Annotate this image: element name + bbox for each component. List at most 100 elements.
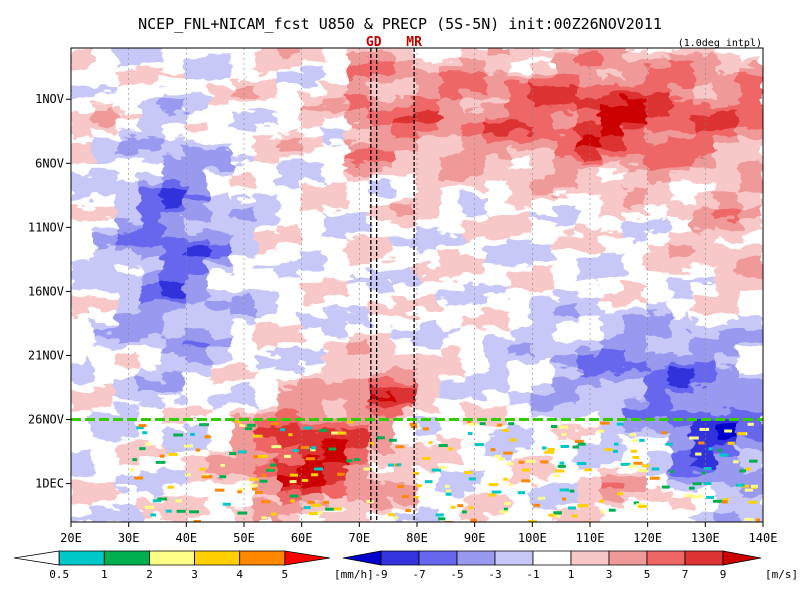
precip-cell xyxy=(401,495,409,499)
u850-cell xyxy=(162,309,188,319)
precip-cell xyxy=(633,461,643,465)
u850-cell xyxy=(300,456,326,466)
u850-cell xyxy=(300,200,326,210)
u850-swatch xyxy=(570,550,610,566)
u850-cell xyxy=(300,271,326,280)
u850-cell xyxy=(139,213,165,222)
u850-cell xyxy=(600,104,626,114)
precip-cell xyxy=(498,457,506,461)
u850-cell xyxy=(116,386,142,395)
u850-cell xyxy=(462,232,488,242)
u850-cell xyxy=(485,200,511,210)
u850-cell xyxy=(392,72,418,82)
u850-cell xyxy=(392,373,418,383)
u850-cell xyxy=(669,296,695,306)
u850-cell xyxy=(669,66,695,75)
u850-cell xyxy=(669,380,695,389)
u850-cell xyxy=(208,232,234,242)
u850-cell xyxy=(416,232,442,242)
u850-cell xyxy=(485,469,511,479)
u850-cell xyxy=(93,488,119,498)
u850-cell xyxy=(416,444,442,453)
u850-cell xyxy=(185,488,211,498)
u850-cell xyxy=(485,117,511,126)
u850-level-label: -5 xyxy=(450,568,463,581)
u850-cell xyxy=(577,431,603,440)
u850-cell xyxy=(139,251,165,261)
u850-cell xyxy=(208,476,234,485)
u850-cell xyxy=(531,117,557,126)
u850-cell xyxy=(139,117,165,126)
u850-cell xyxy=(116,111,142,120)
u850-cell xyxy=(439,59,465,69)
u850-cell xyxy=(93,437,119,447)
u850-cell xyxy=(208,290,234,299)
precip-cell xyxy=(750,484,758,488)
u850-cell xyxy=(346,322,372,331)
u850-cell xyxy=(116,168,142,178)
u850-cell xyxy=(93,251,119,261)
u850-cell xyxy=(531,290,557,299)
u850-cell xyxy=(185,91,211,101)
y-tick-label: 6NOV xyxy=(35,156,64,170)
precip-cell xyxy=(247,423,256,427)
u850-cell xyxy=(669,162,695,171)
u850-cell xyxy=(439,508,465,517)
u850-cell xyxy=(254,386,280,395)
precip-cell xyxy=(468,506,474,510)
u850-cell xyxy=(508,162,534,171)
u850-cell xyxy=(692,168,718,178)
u850-cell xyxy=(392,431,418,440)
u850-cell xyxy=(208,341,234,351)
u850-cell xyxy=(738,328,763,338)
u850-cell xyxy=(254,277,280,286)
u850-cell xyxy=(692,181,718,190)
u850-cell xyxy=(93,200,119,210)
u850-cell xyxy=(300,296,326,306)
u850-cell xyxy=(323,354,349,363)
u850-cell xyxy=(416,162,442,171)
u850-cell xyxy=(531,53,557,62)
u850-cell xyxy=(554,405,580,415)
u850-cell xyxy=(254,309,280,319)
u850-cell xyxy=(439,437,465,447)
u850-cell xyxy=(392,284,418,293)
u850-cell xyxy=(646,72,672,82)
u850-cell xyxy=(623,399,649,408)
u850-cell xyxy=(600,79,626,88)
precip-cell xyxy=(222,502,231,506)
x-tick-label: 60E xyxy=(291,531,313,545)
u850-cell xyxy=(254,341,280,351)
u850-cell xyxy=(669,444,695,453)
u850-cell xyxy=(162,469,188,479)
precip-cell xyxy=(444,484,450,488)
u850-cell xyxy=(392,405,418,415)
u850-cell xyxy=(669,168,695,178)
u850-cell xyxy=(738,245,763,254)
y-tick-label: 16NOV xyxy=(28,284,64,298)
u850-cell xyxy=(254,239,280,248)
u850-cell xyxy=(277,284,303,293)
precip-cell xyxy=(617,492,624,496)
u850-cell xyxy=(692,348,718,357)
u850-cell xyxy=(277,72,303,82)
u850-cell xyxy=(139,354,165,363)
u850-cell xyxy=(623,418,649,427)
u850-cell xyxy=(485,354,511,363)
u850-cell xyxy=(139,245,165,254)
u850-cell xyxy=(185,469,211,479)
u850-cell xyxy=(623,328,649,338)
u850-cell xyxy=(346,53,372,62)
x-tick-label: 120E xyxy=(633,531,662,545)
u850-cell xyxy=(623,162,649,171)
u850-cell xyxy=(485,271,511,280)
u850-cell xyxy=(531,194,557,203)
u850-cell xyxy=(139,405,165,415)
u850-cell xyxy=(93,168,119,178)
u850-cell xyxy=(623,91,649,101)
x-tick-label: 140E xyxy=(749,531,778,545)
u850-cell xyxy=(439,181,465,190)
u850-cell xyxy=(600,501,626,511)
u850-cell xyxy=(669,245,695,254)
u850-cell xyxy=(277,175,303,184)
